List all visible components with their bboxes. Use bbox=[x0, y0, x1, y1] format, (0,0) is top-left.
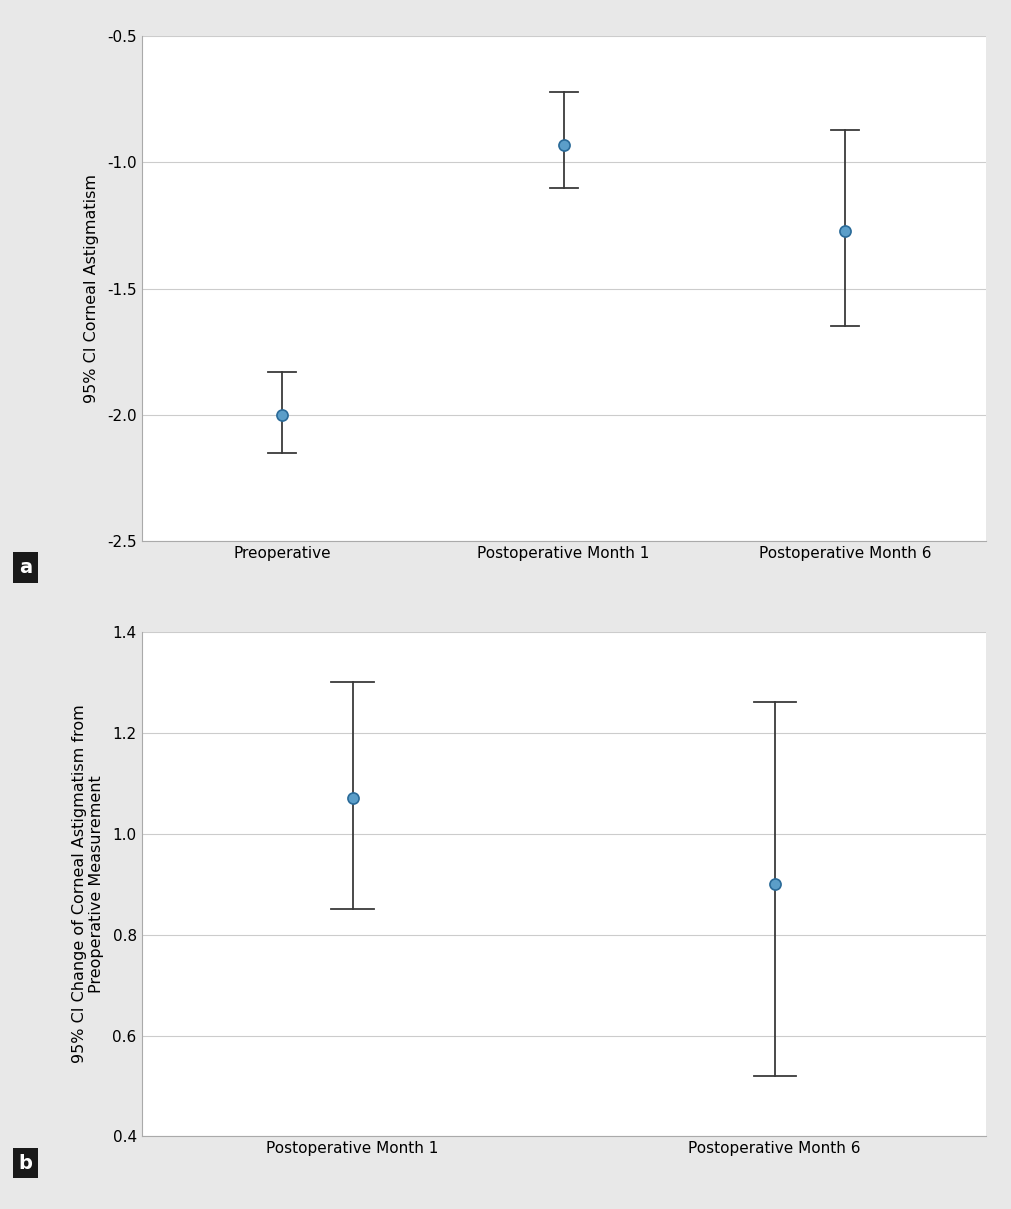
Text: a: a bbox=[19, 559, 31, 577]
Y-axis label: 95% CI Corneal Astigmatism: 95% CI Corneal Astigmatism bbox=[84, 174, 99, 403]
Text: b: b bbox=[18, 1153, 32, 1173]
Y-axis label: 95% CI Change of Corneal Astigmatism from
Preoperative Measurement: 95% CI Change of Corneal Astigmatism fro… bbox=[72, 705, 104, 1064]
